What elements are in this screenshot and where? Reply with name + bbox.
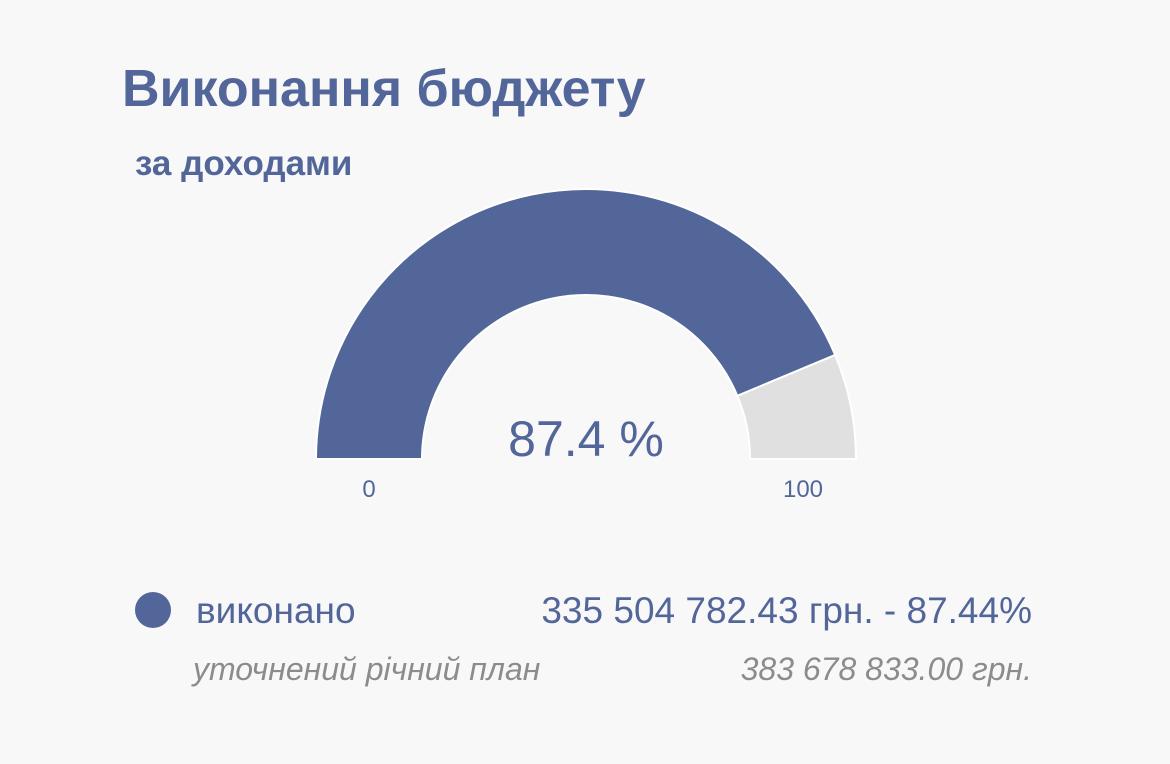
gauge-track bbox=[736, 353, 858, 460]
legend-name: виконано bbox=[196, 590, 356, 631]
plan-label: уточнений річний план bbox=[191, 651, 540, 687]
chart-subtitle: за доходами bbox=[135, 144, 352, 183]
chart-title: Виконання бюджету bbox=[122, 60, 646, 118]
gauge bbox=[314, 188, 858, 460]
value-label: 87.4 % bbox=[508, 411, 664, 467]
plan-amount: 383 678 833.00 грн. bbox=[741, 651, 1032, 687]
legend-marker bbox=[135, 592, 171, 628]
legend-amount: 335 504 782.43 грн. - 87.44% bbox=[541, 590, 1032, 631]
tick-label: 0 bbox=[362, 476, 375, 503]
gauge-value bbox=[314, 188, 837, 460]
tick-label: 100 bbox=[783, 476, 823, 503]
card bbox=[0, 6, 1170, 764]
